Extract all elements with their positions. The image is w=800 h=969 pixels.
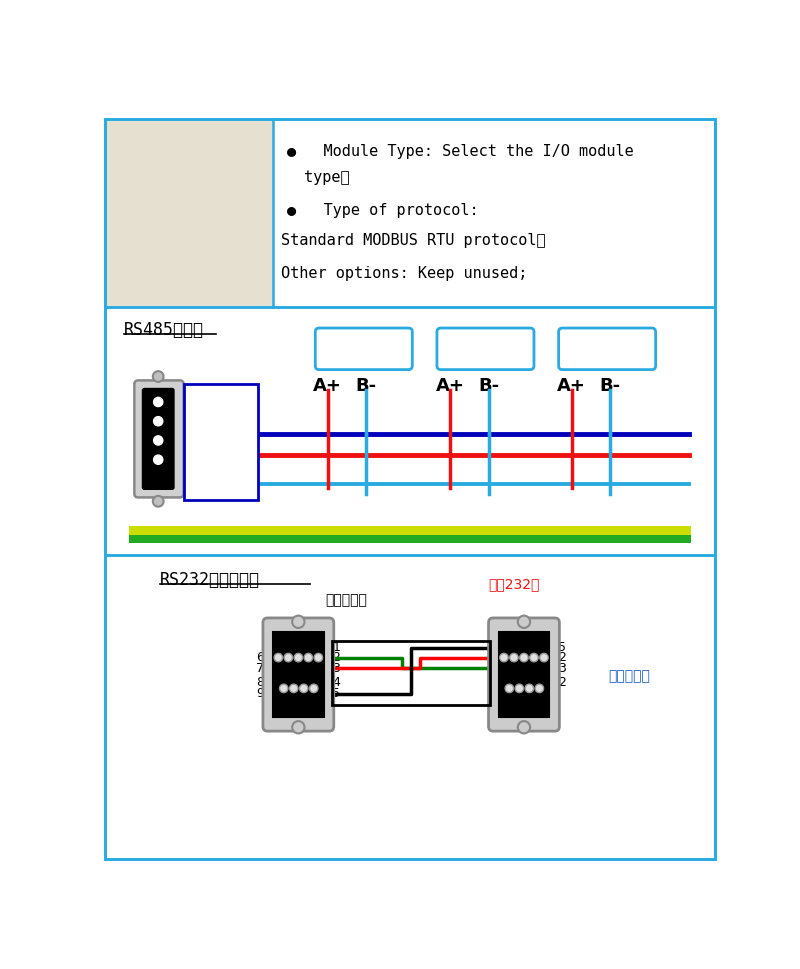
Circle shape (518, 721, 530, 734)
Circle shape (284, 653, 293, 662)
Bar (129, 526, 691, 535)
Text: 5: 5 (558, 641, 566, 654)
Circle shape (530, 653, 538, 662)
Text: 4: 4 (332, 676, 340, 690)
FancyBboxPatch shape (134, 381, 184, 497)
Text: RS485模块: RS485模块 (570, 348, 643, 363)
Text: 3: 3 (558, 662, 566, 674)
Text: Standard MODBUS RTU protocol；: Standard MODBUS RTU protocol； (281, 234, 546, 248)
Text: 232转485: 232转485 (187, 453, 246, 466)
Text: B-: B- (355, 377, 377, 394)
Text: USB转485: USB转485 (187, 433, 248, 446)
Text: A+: A+ (558, 377, 586, 394)
Text: 7: 7 (257, 662, 265, 674)
Circle shape (294, 653, 302, 662)
Text: A+: A+ (436, 377, 465, 394)
Text: 模块232口: 模块232口 (489, 577, 540, 591)
FancyBboxPatch shape (263, 618, 334, 732)
FancyBboxPatch shape (273, 632, 324, 717)
Text: ●   Type of protocol:: ● Type of protocol: (287, 203, 478, 217)
Text: type；: type； (304, 171, 350, 185)
Text: RS485接线图: RS485接线图 (123, 321, 203, 339)
Text: 5: 5 (332, 687, 340, 701)
Text: 8: 8 (257, 676, 265, 690)
Bar (105, 119, 715, 307)
Text: 6: 6 (257, 651, 265, 664)
Circle shape (500, 653, 508, 662)
Circle shape (310, 684, 318, 693)
Text: ●   Module Type: Select the I/O module: ● Module Type: Select the I/O module (287, 144, 634, 159)
Text: B-: B- (478, 377, 499, 394)
Bar (105, 555, 715, 860)
Circle shape (153, 371, 164, 382)
Circle shape (520, 653, 528, 662)
Bar (105, 307, 715, 555)
Text: 1: 1 (332, 641, 340, 654)
Bar (105, 119, 273, 307)
Bar (184, 385, 258, 500)
Circle shape (153, 496, 164, 507)
FancyBboxPatch shape (498, 632, 550, 717)
Text: RS485模块: RS485模块 (449, 348, 522, 363)
Text: 2: 2 (558, 651, 566, 664)
Circle shape (154, 417, 163, 425)
Circle shape (515, 684, 523, 693)
Bar (332, 641, 490, 705)
Text: 2: 2 (332, 651, 340, 664)
Circle shape (154, 397, 163, 407)
Circle shape (292, 721, 305, 734)
Circle shape (304, 653, 313, 662)
Circle shape (518, 615, 530, 628)
Bar (129, 535, 691, 543)
Text: Other options: Keep unused;: Other options: Keep unused; (281, 266, 527, 281)
Circle shape (154, 436, 163, 445)
Text: RS485模块: RS485模块 (327, 348, 400, 363)
Circle shape (274, 653, 282, 662)
Text: RS232接线示意图: RS232接线示意图 (160, 571, 260, 588)
Text: A+: A+ (313, 377, 342, 394)
FancyBboxPatch shape (437, 328, 534, 369)
FancyBboxPatch shape (315, 328, 412, 369)
FancyBboxPatch shape (143, 389, 174, 489)
Circle shape (510, 653, 518, 662)
Circle shape (540, 653, 548, 662)
Text: 交叉线串口: 交叉线串口 (609, 670, 650, 683)
Circle shape (505, 684, 514, 693)
Circle shape (314, 653, 322, 662)
Circle shape (290, 684, 298, 693)
FancyBboxPatch shape (489, 618, 559, 732)
Text: 3: 3 (332, 662, 340, 674)
Circle shape (299, 684, 308, 693)
Circle shape (154, 455, 163, 464)
Circle shape (292, 615, 305, 628)
FancyBboxPatch shape (558, 328, 656, 369)
Text: 电脑端接口: 电脑端接口 (326, 594, 367, 608)
Text: B-: B- (600, 377, 621, 394)
Circle shape (279, 684, 288, 693)
Text: 9: 9 (257, 687, 265, 701)
Circle shape (535, 684, 543, 693)
Circle shape (525, 684, 534, 693)
Text: 2: 2 (558, 676, 566, 690)
